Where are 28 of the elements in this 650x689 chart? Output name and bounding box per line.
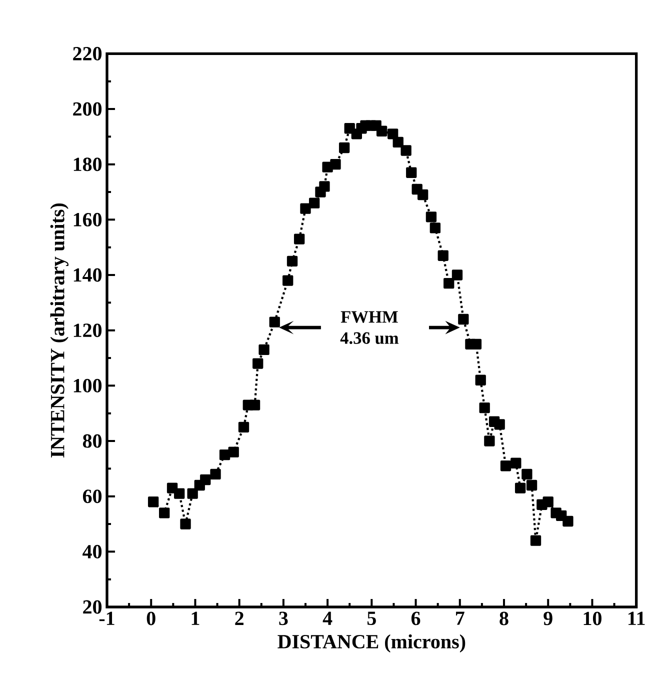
- annotation: FWHM: [340, 311, 398, 323]
- y-tick-label: 140: [74, 268, 102, 282]
- x-tick-label: 7: [456, 612, 464, 625]
- y-tick-label: 160: [74, 212, 102, 226]
- x-tick-label: -1: [99, 612, 114, 625]
- x-tick-label: 3: [279, 612, 288, 626]
- y-tick-label: 100: [74, 378, 102, 392]
- y-tick-label: 80: [82, 434, 102, 448]
- x-tick-label: 8: [500, 612, 508, 626]
- x-tick-label: 11: [628, 612, 645, 625]
- y-axis-title: INTENSITY (arbitrary units): [50, 203, 68, 458]
- x-tick-label: 4: [322, 612, 332, 625]
- y-tick-label: 120: [74, 324, 102, 338]
- x-tick-label: 9: [544, 612, 552, 626]
- x-tick-label: 5: [367, 612, 376, 625]
- y-tick-label: 60: [82, 490, 102, 504]
- x-tick-label: 6: [411, 612, 420, 626]
- x-tick-label: 10: [584, 612, 602, 626]
- x-axis-title: DISTANCE (microns): [278, 634, 466, 652]
- x-tick-label: 2: [235, 612, 244, 625]
- x-tick-label: 0: [146, 612, 156, 626]
- y-tick-label: 200: [73, 102, 102, 116]
- annotation: 4.36 um: [340, 332, 398, 344]
- x-tick-label: 1: [192, 612, 200, 625]
- y-tick-label: 40: [82, 544, 102, 558]
- y-tick-label: 220: [73, 46, 102, 60]
- y-tick-label: 180: [74, 158, 102, 172]
- y-tick-label: 20: [83, 600, 102, 614]
